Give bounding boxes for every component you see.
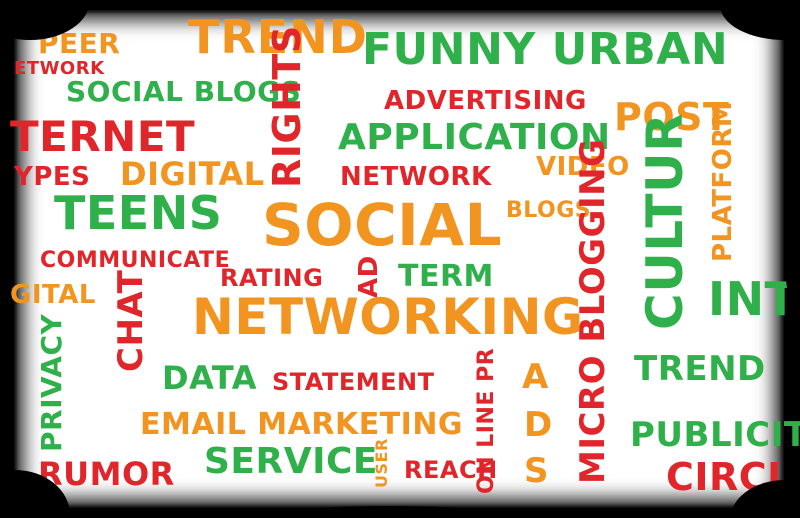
word-funny-urban: FUNNY URBAN xyxy=(362,24,729,75)
word-statement: STATEMENT xyxy=(272,368,435,396)
word-ypes: YPES xyxy=(14,162,91,192)
word-trend-right: TREND xyxy=(634,349,766,389)
word-cultur: CULTUR xyxy=(636,112,694,330)
word-chat: CHAT xyxy=(111,269,151,372)
word-rights: RIGHTS xyxy=(265,25,309,188)
word-video: VIDEO xyxy=(536,152,630,182)
word-rating: RATING xyxy=(220,264,324,292)
word-privacy: PRIVACY xyxy=(35,313,68,452)
word-int: INT xyxy=(708,272,797,326)
word-social-blogs: SOCIAL BLOGS xyxy=(66,75,302,108)
word-communicate: COMMUNICATE xyxy=(40,248,231,273)
grunge-edge xyxy=(784,160,800,320)
word-d: D xyxy=(524,405,553,445)
word-blogs: BLOGS xyxy=(506,198,592,223)
word-reach: REACH xyxy=(404,456,498,484)
word-a: A xyxy=(522,357,549,397)
word-advertising: ADVERTISING xyxy=(384,86,587,116)
word-publicity: PUBLICITY xyxy=(630,415,800,455)
word-post: POST xyxy=(614,95,730,139)
word-data: DATA xyxy=(162,359,257,397)
word-etwork: ETWORK xyxy=(14,58,105,79)
word-user: USER xyxy=(372,438,391,488)
grunge-edge xyxy=(0,180,14,300)
paper-background xyxy=(14,10,784,508)
grunge-edge xyxy=(260,506,520,518)
grunge-edge xyxy=(300,0,500,10)
word-platform: PLATFORM xyxy=(708,100,738,262)
word-s: S xyxy=(524,451,549,491)
word-network: NETWORK xyxy=(340,162,492,192)
word-service: SERVICE xyxy=(204,441,379,482)
word-rumor: RUMOR xyxy=(38,455,175,493)
word-trend-top: TREND xyxy=(188,10,368,64)
word-social: SOCIAL xyxy=(262,191,503,259)
word-teens: TEENS xyxy=(54,186,223,240)
word-term: TERM xyxy=(398,259,494,294)
word-digital: DIGITAL xyxy=(120,155,265,193)
word-gital: GITAL xyxy=(10,280,96,310)
word-application: APPLICATION xyxy=(338,117,611,158)
word-ternet: TERNET xyxy=(10,112,196,161)
word-networking: NETWORKING xyxy=(192,288,584,346)
word-email-marketing: EMAIL MARKETING xyxy=(140,407,464,442)
